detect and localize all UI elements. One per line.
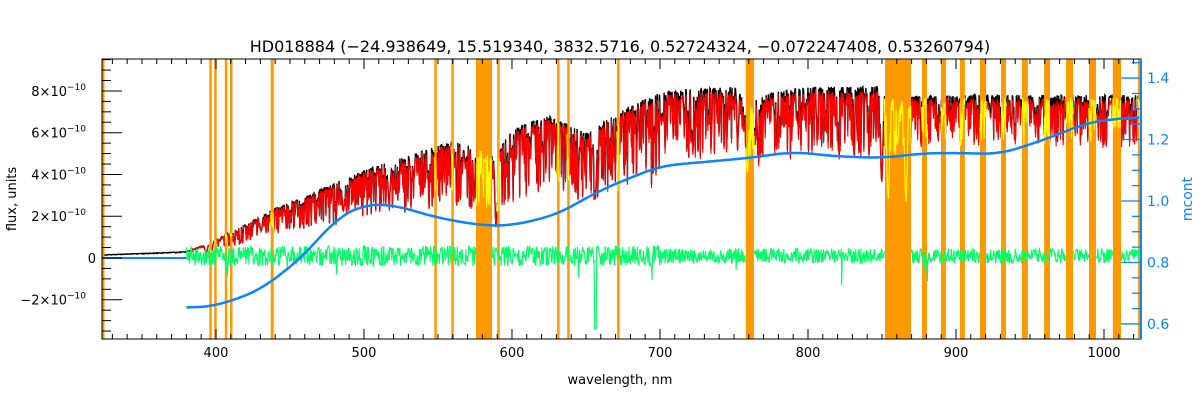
residuals-line [985, 246, 1067, 265]
masked-band [1066, 59, 1073, 339]
y-axis-right: 0.6 0.8 1.0 1.2 1.4 [1121, 62, 1169, 340]
masked-band [980, 59, 987, 339]
masked-band [102, 59, 105, 339]
x-tick-label: 700 [648, 346, 673, 361]
masked-band [1022, 59, 1028, 339]
masked-model-segment [1000, 97, 1007, 140]
masked-model-segment [213, 239, 217, 246]
masked-model-segment [979, 100, 987, 141]
masked-model-segment [1111, 97, 1122, 129]
y-tick-label: 2×10−10 [31, 208, 86, 225]
masked-model-segment [566, 133, 570, 181]
masked-band [1112, 59, 1121, 339]
masked-band [434, 59, 437, 339]
masked-band [557, 59, 560, 339]
masked-band [745, 59, 754, 339]
masked-model-segment [1021, 98, 1029, 148]
masked-model-segment [433, 157, 437, 191]
masked-band [209, 59, 212, 339]
masked-model-segment [616, 123, 620, 192]
y2-tick-label: 0.6 [1147, 317, 1169, 333]
masked-model-segment [1043, 99, 1051, 147]
residuals-series [185, 244, 1142, 330]
y-tick-mantissa: 2×10 [31, 210, 67, 225]
masked-band [1001, 59, 1006, 339]
y-tick-exponent: −10 [67, 292, 86, 302]
y-tick-exponent: −10 [67, 208, 86, 218]
y-tick-label: 6×10−10 [31, 125, 86, 142]
y-tick-mantissa: 6×10 [31, 127, 67, 142]
masked-band [270, 59, 274, 339]
masked-model-segment [475, 150, 493, 208]
masked-model-segment [270, 211, 275, 232]
y-axis-label: flux, units [5, 167, 20, 232]
x-axis-label: wavelength, nm [568, 373, 673, 388]
masked-model-segment [556, 123, 560, 182]
x-tick-label: 400 [204, 346, 229, 361]
masked-band [567, 59, 570, 339]
x-tick-label: 900 [944, 346, 969, 361]
residuals-line [1095, 248, 1114, 264]
y-tick-exponent: −10 [67, 166, 86, 176]
y-tick-mantissa: 0 [88, 252, 96, 267]
masked-band [224, 59, 228, 339]
masked-band [451, 59, 454, 339]
masked-band [1138, 59, 1141, 339]
chart-title: HD018884 (−24.938649, 15.519340, 3832.57… [250, 37, 991, 56]
y-tick-mantissa: 4×10 [31, 168, 67, 183]
masked-model-segment [940, 102, 947, 139]
masked-band [941, 59, 946, 339]
masked-model-segment [1088, 99, 1097, 142]
masked-band [1044, 59, 1050, 339]
residuals-line [1072, 248, 1090, 262]
y-tick-label: −2×10−10 [20, 292, 86, 309]
y-tick-mantissa: 8×10 [31, 85, 67, 100]
y2-tick-label: 0.8 [1147, 255, 1169, 271]
residuals-line [753, 247, 886, 286]
masked-model-segment [883, 98, 912, 202]
masked-band [960, 59, 965, 339]
residuals-line [185, 244, 477, 277]
masked-model-segment [959, 97, 966, 146]
masked-model-segment [1065, 97, 1074, 139]
masked-band [617, 59, 620, 339]
y-tick-mantissa: −2×10 [20, 294, 67, 309]
masked-model-segment [450, 146, 454, 191]
x-tick-label: 600 [500, 346, 525, 361]
x-tick-label: 800 [796, 346, 821, 361]
masked-band [885, 59, 911, 339]
masked-bands-overlay [102, 59, 1141, 339]
y-tick-label: 8×10−10 [31, 83, 86, 100]
masked-model-segment [745, 106, 755, 173]
y-tick-label: 4×10−10 [31, 166, 86, 183]
masked-band [922, 59, 927, 339]
y2-axis-label: mcont [1180, 176, 1196, 221]
masked-model-segment [921, 97, 928, 138]
y2-tick-label: 1.0 [1147, 194, 1169, 210]
masked-band [476, 59, 492, 339]
y2-tick-label: 1.4 [1147, 71, 1169, 87]
masked-band [230, 59, 233, 339]
x-tick-label: 500 [352, 346, 377, 361]
masked-band [214, 59, 217, 339]
masked-model-segment [496, 158, 500, 212]
residuals-line [910, 248, 981, 282]
masked-model-segment [224, 233, 228, 244]
y-tick-exponent: −10 [67, 83, 86, 93]
y-tick-exponent: −10 [67, 125, 86, 135]
masked-model-segment [208, 245, 213, 253]
residuals-line [491, 244, 747, 330]
residuals-line [1120, 248, 1142, 263]
x-axis: 400 500 600 700 800 900 1000 [111, 59, 1135, 361]
mcont-line [186, 116, 1140, 309]
masked-band [1089, 59, 1096, 339]
y2-tick-label: 1.2 [1147, 133, 1169, 149]
x-tick-label: 1000 [1087, 346, 1120, 361]
masked-model-series [208, 97, 1142, 253]
masked-model-segment [229, 232, 233, 238]
y-tick-label: 0 [88, 252, 96, 267]
